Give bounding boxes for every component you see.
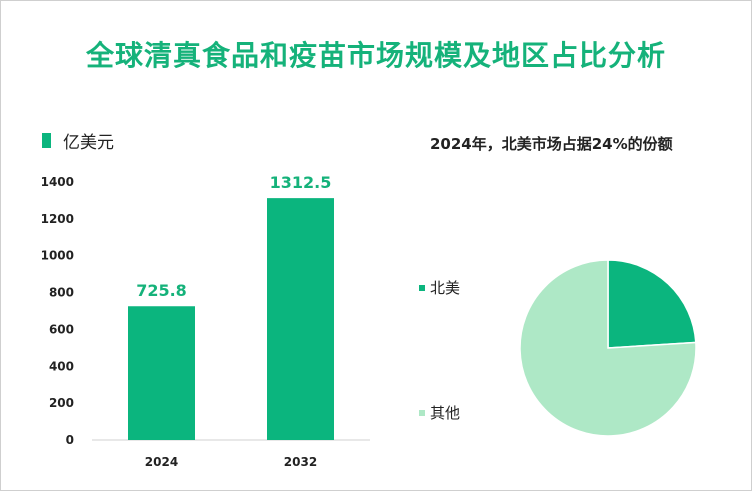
pie-title: 2024年，北美市场占据24%的份额 bbox=[430, 135, 673, 153]
bar-value-label: 1312.5 bbox=[270, 173, 332, 192]
bar-legend-label: 亿美元 bbox=[63, 133, 114, 153]
pie-legend-swatch-north-america bbox=[419, 284, 425, 291]
bar-value-label: 725.8 bbox=[136, 281, 187, 300]
y-tick-label: 600 bbox=[49, 322, 74, 336]
y-tick-label: 800 bbox=[49, 286, 74, 300]
pie-legend-label-other: 其他 bbox=[430, 404, 461, 422]
y-tick-label: 400 bbox=[49, 359, 74, 373]
pie-legend-other: 其他 bbox=[419, 402, 460, 423]
page-title: 全球清真食品和疫苗市场规模及地区占比分析 bbox=[85, 39, 666, 72]
x-category-label: 2032 bbox=[284, 455, 317, 469]
pie-legend-label-north-america: 北美 bbox=[430, 279, 461, 297]
pie-legend-swatch-other bbox=[419, 409, 425, 416]
x-category-label: 2024 bbox=[145, 455, 178, 469]
bar-2032 bbox=[267, 198, 334, 440]
y-tick-label: 200 bbox=[49, 396, 74, 410]
y-tick-label: 0 bbox=[66, 433, 74, 447]
pie-legend-north-america: 北美 bbox=[419, 277, 460, 298]
bar-2024 bbox=[128, 306, 195, 440]
y-tick-label: 1200 bbox=[41, 212, 74, 226]
y-tick-label: 1000 bbox=[41, 249, 74, 263]
pie-slice-other bbox=[519, 259, 697, 437]
pie-slice-north-america bbox=[607, 259, 697, 349]
bar-legend-swatch bbox=[42, 133, 51, 148]
y-tick-label: 1400 bbox=[41, 175, 74, 189]
bar-legend: 亿美元 bbox=[42, 128, 114, 153]
